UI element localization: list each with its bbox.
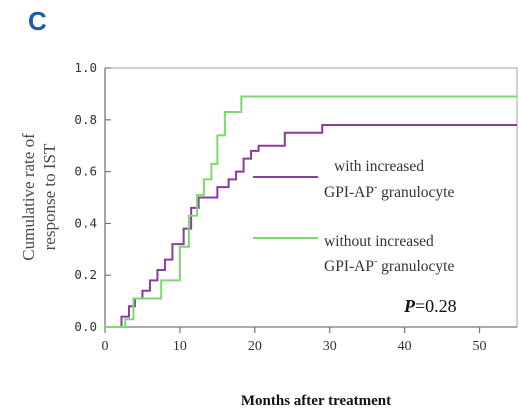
x-axis-label: Months after treatment: [241, 393, 391, 409]
y-tick-label-5: 1.0: [74, 60, 97, 75]
x-ticks: 0 10 20 30 40 50: [102, 327, 487, 354]
panel-label: C: [28, 6, 47, 36]
y-axis-label: Cumulative rate of response to IST: [19, 133, 59, 261]
legend-with-main: GPI-AP: [324, 184, 374, 201]
legend-without-main: GPI-AP: [324, 258, 374, 275]
legend-label-without-line-2: GPI-AP- granulocyte: [324, 256, 454, 275]
y-tick-label-3: 0.6: [74, 164, 97, 179]
legend-label-with-line-2: GPI-AP- granulocyte: [324, 182, 454, 201]
y-ticks: 0.0 0.2 0.4 0.6 0.8 1.0: [74, 60, 111, 334]
x-tick-label-4: 40: [398, 339, 412, 354]
y-tick-label-2: 0.4: [74, 215, 97, 230]
x-tick-label-2: 20: [248, 339, 262, 354]
p-value-symbol: P: [403, 296, 416, 316]
legend-label-without-line-1: without increased: [324, 233, 434, 250]
legend-with-sup: -: [374, 182, 377, 193]
y-tick-label-1: 0.2: [74, 267, 97, 282]
y-axis-label-line-1: Cumulative rate of: [19, 133, 38, 261]
legend-without-sup: -: [374, 256, 377, 267]
y-axis-label-line-2: response to IST: [40, 143, 59, 250]
x-tick-label-1: 10: [173, 339, 187, 354]
p-value-number: =0.28: [415, 296, 457, 316]
legend-label-with-line-1: with increased: [334, 158, 424, 175]
x-tick-label-3: 30: [323, 339, 337, 354]
series-line-1: [105, 95, 517, 328]
p-value: P=0.28: [403, 296, 457, 316]
legend: with increased GPI-AP- granulocyte witho…: [253, 158, 454, 275]
plot-frame: [104, 67, 518, 328]
x-tick-label-5: 50: [473, 339, 487, 354]
x-tick-label-0: 0: [102, 339, 109, 354]
legend-without-tail: granulocyte: [377, 258, 454, 275]
y-tick-label-0: 0.0: [74, 319, 97, 334]
y-tick-label-4: 0.8: [74, 112, 97, 127]
legend-with-tail: granulocyte: [377, 184, 454, 201]
series-layer: [105, 95, 517, 328]
